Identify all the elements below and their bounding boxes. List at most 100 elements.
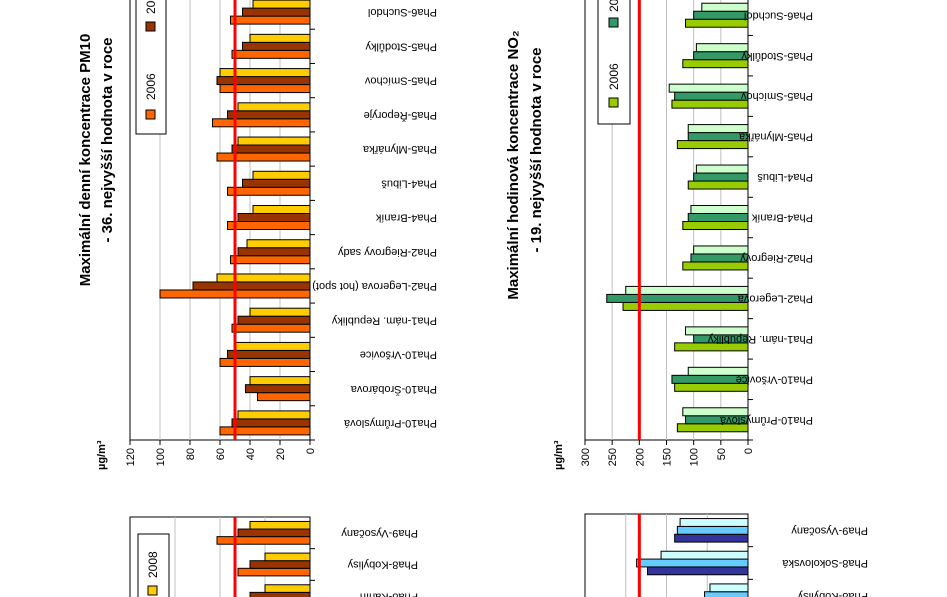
category-label: Pha2-Riegrovy [740,252,813,264]
bar [219,68,311,78]
category-label: Pha5-Smíchov [740,90,813,102]
category-label: Pha2-Legerova (hot spot) [312,280,437,292]
legend-label: 20 [607,0,621,12]
y-tick-label: 150 [662,448,674,466]
y-tick-label: 100 [689,448,701,466]
bar [246,239,311,249]
legend: 2006 200 [135,0,167,135]
y-tick-label: 60 [215,448,227,460]
bar [674,533,749,543]
bar [230,255,311,265]
category-label: Pha8-Karlín [360,590,418,597]
chart-no2: 0 50 100 150 200 250 300 Pha10-Průmyslová Pha10-… [580,0,813,466]
category-label: Pha5-Mlynářka [362,143,437,155]
legend: 2006 20 [597,0,631,125]
bar [646,566,749,576]
bar [192,281,311,291]
legend-swatch [145,109,156,120]
y-axis-label: µg/m³ [96,440,108,470]
bar [237,102,311,112]
category-label: Pha8-Kobylisy [797,590,868,597]
bar [216,536,311,545]
category-label: Pha2-Legerova [737,293,813,305]
bar [685,18,749,28]
bar [682,221,749,230]
category-label: Pha10-Vršovice [736,373,813,385]
bar [671,99,749,109]
bar [231,144,311,154]
category-label: Pha6-Suchdol [744,9,813,21]
bar [676,525,749,535]
bar [690,253,749,263]
bar [245,384,311,394]
bar [216,76,311,86]
bar [687,124,749,134]
bar [682,59,749,69]
category-label: Pha8-Sokolovská [782,557,868,569]
legend-label: 2008 [146,551,160,578]
category-label: Pha1-nám. Republiky [331,314,437,326]
bar [237,410,311,420]
bar [693,172,749,182]
bar [237,567,311,577]
legend-swatch [608,97,619,108]
bar [227,110,311,120]
bar [237,213,311,222]
bar [606,293,749,303]
bar [231,49,311,59]
chart-title: Maximální denní koncentrace PM10 [77,34,94,287]
category-label: Pha10-Vršovice [360,349,437,361]
bar [216,273,311,283]
category-label: Pha4-Libuš [381,177,437,189]
bar [682,261,749,271]
chart-pm10_left: Pha8-Karlín Pha8-Kobylisy Pha9-Vysočany [129,516,418,597]
bar [242,41,311,51]
legend-swatch [145,21,156,32]
legend-label: 2006 [607,63,621,90]
category-label: Pha8-Kobylisy [347,559,418,571]
bar [237,528,311,538]
y-tick-label: 20 [275,448,287,460]
bar [693,10,749,20]
bar [252,0,311,9]
category-label: Pha4-Braník [751,212,813,224]
bar [622,301,749,311]
bar [695,164,749,174]
bar [252,170,311,180]
bar [237,247,311,257]
bar [227,186,311,196]
category-label: Pha9-Vysočany [341,527,418,539]
bar [242,7,311,17]
category-label: Pha2-Riegrovy sady [337,246,437,258]
bar [257,392,311,402]
chart-no2_left: Pha8-Kobylisy Pha8-Sokolovská Pha9-Vysočan… [584,513,868,597]
bar [237,315,311,325]
bar [249,560,311,569]
bar [676,140,749,150]
y-tick-label: 120 [125,448,137,466]
bar [687,366,749,376]
bar [249,307,311,317]
bar [249,376,311,386]
bar [660,550,749,560]
y-tick-label: 100 [155,448,167,466]
y-tick-label: 0 [743,448,755,454]
bar [264,552,311,562]
category-label: Pha4-Libuš [757,171,813,183]
bar [227,349,311,359]
bar [230,15,311,25]
bar [693,51,749,61]
bar [264,584,311,593]
bar [682,407,749,417]
bar [679,518,749,527]
bar [687,180,749,190]
bar [249,520,311,530]
bar [231,418,311,428]
category-label: Pha6-Suchdol [368,6,437,18]
y-tick-label: 0 [305,448,317,454]
legend-label: 2006 [144,73,158,100]
bar [234,341,311,351]
bar [252,205,311,214]
chart-title: Maximální hodinová koncentrace NO₂ [505,30,522,299]
